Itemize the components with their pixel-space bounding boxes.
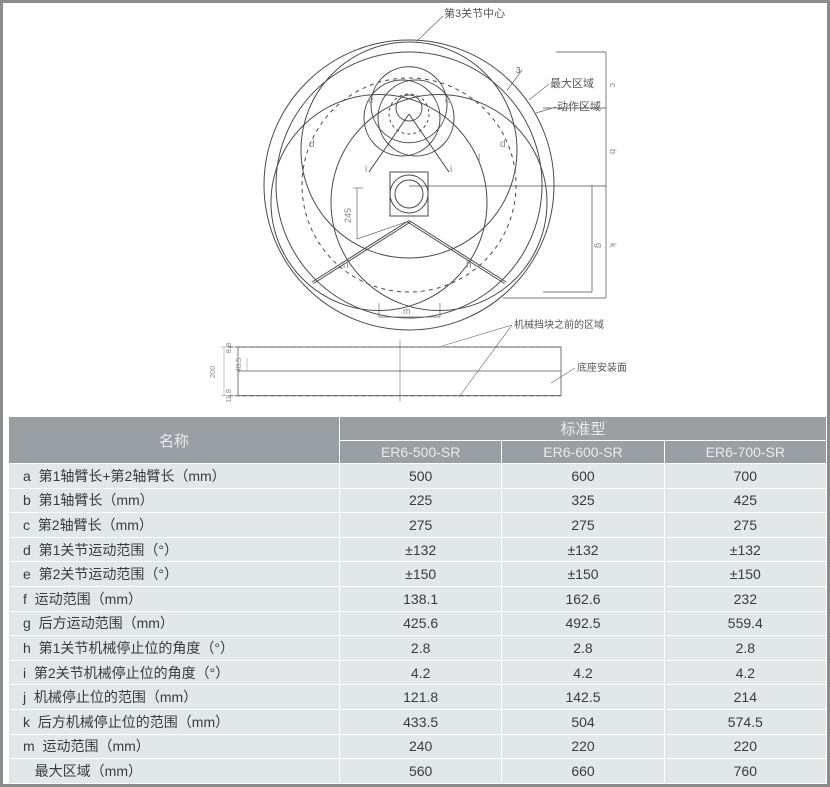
svg-text:245: 245 — [343, 208, 353, 223]
svg-text:d: d — [309, 139, 315, 150]
svg-text:c: c — [608, 83, 618, 88]
svg-text:i: i — [365, 164, 367, 175]
svg-text:l: l — [478, 153, 480, 164]
svg-text:200: 200 — [208, 366, 217, 379]
svg-text:48.5: 48.5 — [234, 358, 243, 373]
svg-text:h: h — [466, 260, 472, 271]
svg-text:3: 3 — [516, 66, 521, 75]
svg-text:11.8: 11.8 — [224, 389, 233, 403]
svg-text:g: g — [594, 243, 604, 248]
svg-text:最大区域: 最大区域 — [550, 76, 594, 90]
svg-text:i: i — [450, 164, 452, 175]
svg-text:d: d — [500, 139, 506, 150]
svg-text:第3关节中心: 第3关节中心 — [444, 6, 505, 20]
svg-text:底座安装面: 底座安装面 — [577, 361, 627, 374]
svg-text:8.8: 8.8 — [224, 343, 233, 353]
svg-text:e: e — [445, 95, 451, 106]
svg-text:e: e — [368, 95, 374, 106]
svg-text:h: h — [343, 260, 349, 271]
svg-text:动作区域: 动作区域 — [557, 100, 601, 113]
svg-text:m: m — [403, 306, 411, 316]
svg-text:b: b — [608, 149, 618, 154]
svg-text:机械挡块之前的区域: 机械挡块之前的区域 — [514, 318, 604, 331]
svg-text:k: k — [608, 243, 618, 248]
